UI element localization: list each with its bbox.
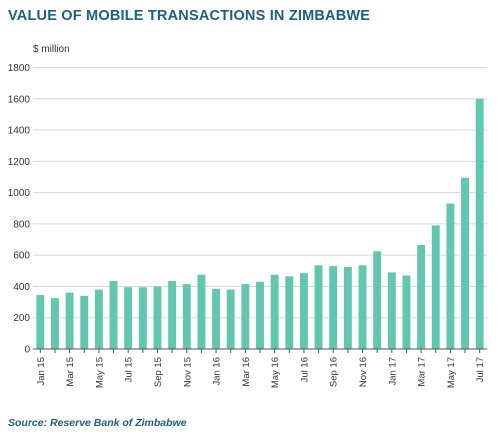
x-tick-label: Sep 15 bbox=[153, 357, 164, 387]
bar bbox=[431, 225, 440, 349]
bar bbox=[153, 286, 162, 349]
bar bbox=[299, 273, 308, 349]
bar bbox=[51, 298, 59, 349]
x-tick-label: Mar 15 bbox=[65, 357, 76, 387]
bar bbox=[358, 265, 367, 349]
x-tick-label: Jul 17 bbox=[475, 357, 486, 382]
chart-title: VALUE OF MOBILE TRANSACTIONS IN ZIMBABWE bbox=[8, 8, 371, 24]
bar bbox=[417, 245, 426, 349]
x-tick-label: Mar 16 bbox=[241, 357, 252, 387]
y-tick-label: 1000 bbox=[8, 188, 31, 199]
y-tick-label: 200 bbox=[13, 313, 30, 324]
bar bbox=[373, 251, 382, 349]
bar bbox=[329, 266, 338, 349]
x-tick-label: Jul 16 bbox=[299, 357, 310, 382]
bar bbox=[475, 98, 484, 350]
bar bbox=[197, 274, 206, 349]
y-tick-label: 400 bbox=[13, 282, 30, 293]
y-tick-label: 0 bbox=[24, 345, 30, 356]
bar bbox=[461, 177, 469, 349]
bar bbox=[446, 203, 455, 349]
x-tick-label: Nov 16 bbox=[358, 357, 369, 387]
bar bbox=[285, 276, 294, 349]
x-tick-label: Sep 16 bbox=[329, 357, 340, 387]
bar bbox=[226, 289, 235, 349]
x-tick-label: Jul 15 bbox=[124, 357, 135, 382]
y-axis-ticks: 0 200 400 600 800 1000 1200 1400 1600 1800 bbox=[8, 63, 31, 356]
x-tick-label: Jan 15 bbox=[36, 357, 47, 386]
y-tick-label: 1800 bbox=[8, 63, 31, 74]
bar bbox=[343, 266, 352, 349]
bars bbox=[36, 98, 484, 350]
y-tick-label: 1200 bbox=[8, 157, 31, 168]
x-tick-label: May 16 bbox=[270, 357, 281, 388]
bar bbox=[65, 292, 74, 349]
bar bbox=[124, 287, 133, 349]
x-tick-label: Jan 17 bbox=[387, 357, 398, 386]
x-tick-label: Jan 16 bbox=[212, 357, 223, 386]
bar bbox=[138, 287, 147, 349]
bar bbox=[270, 274, 279, 349]
bar bbox=[256, 281, 264, 349]
y-axis-unit-label: $ million bbox=[33, 44, 70, 55]
bar bbox=[94, 289, 103, 349]
x-tick-label: May 15 bbox=[94, 357, 105, 388]
x-tick-label: May 17 bbox=[446, 357, 457, 388]
y-tick-label: 1600 bbox=[8, 94, 31, 105]
x-tick-label: Nov 15 bbox=[182, 357, 193, 387]
y-tick-label: 1400 bbox=[8, 126, 31, 137]
bar bbox=[168, 280, 177, 349]
bar bbox=[212, 288, 221, 349]
bar bbox=[241, 284, 250, 349]
y-tick-label: 800 bbox=[13, 219, 30, 230]
bar bbox=[80, 295, 89, 349]
x-axis-ticks: Jan 15 Mar 15 May 15 Jul 15 Sep 15 Nov 15 Jan … bbox=[36, 349, 486, 388]
source-note: Source: Reserve Bank of Zimbabwe bbox=[8, 417, 187, 429]
y-tick-label: 600 bbox=[13, 251, 30, 262]
bar bbox=[109, 280, 118, 349]
bar bbox=[182, 284, 191, 349]
bar bbox=[314, 265, 323, 349]
bar bbox=[402, 275, 411, 349]
bar bbox=[387, 272, 396, 349]
bar bbox=[36, 295, 45, 349]
x-tick-label: Mar 17 bbox=[417, 357, 428, 387]
